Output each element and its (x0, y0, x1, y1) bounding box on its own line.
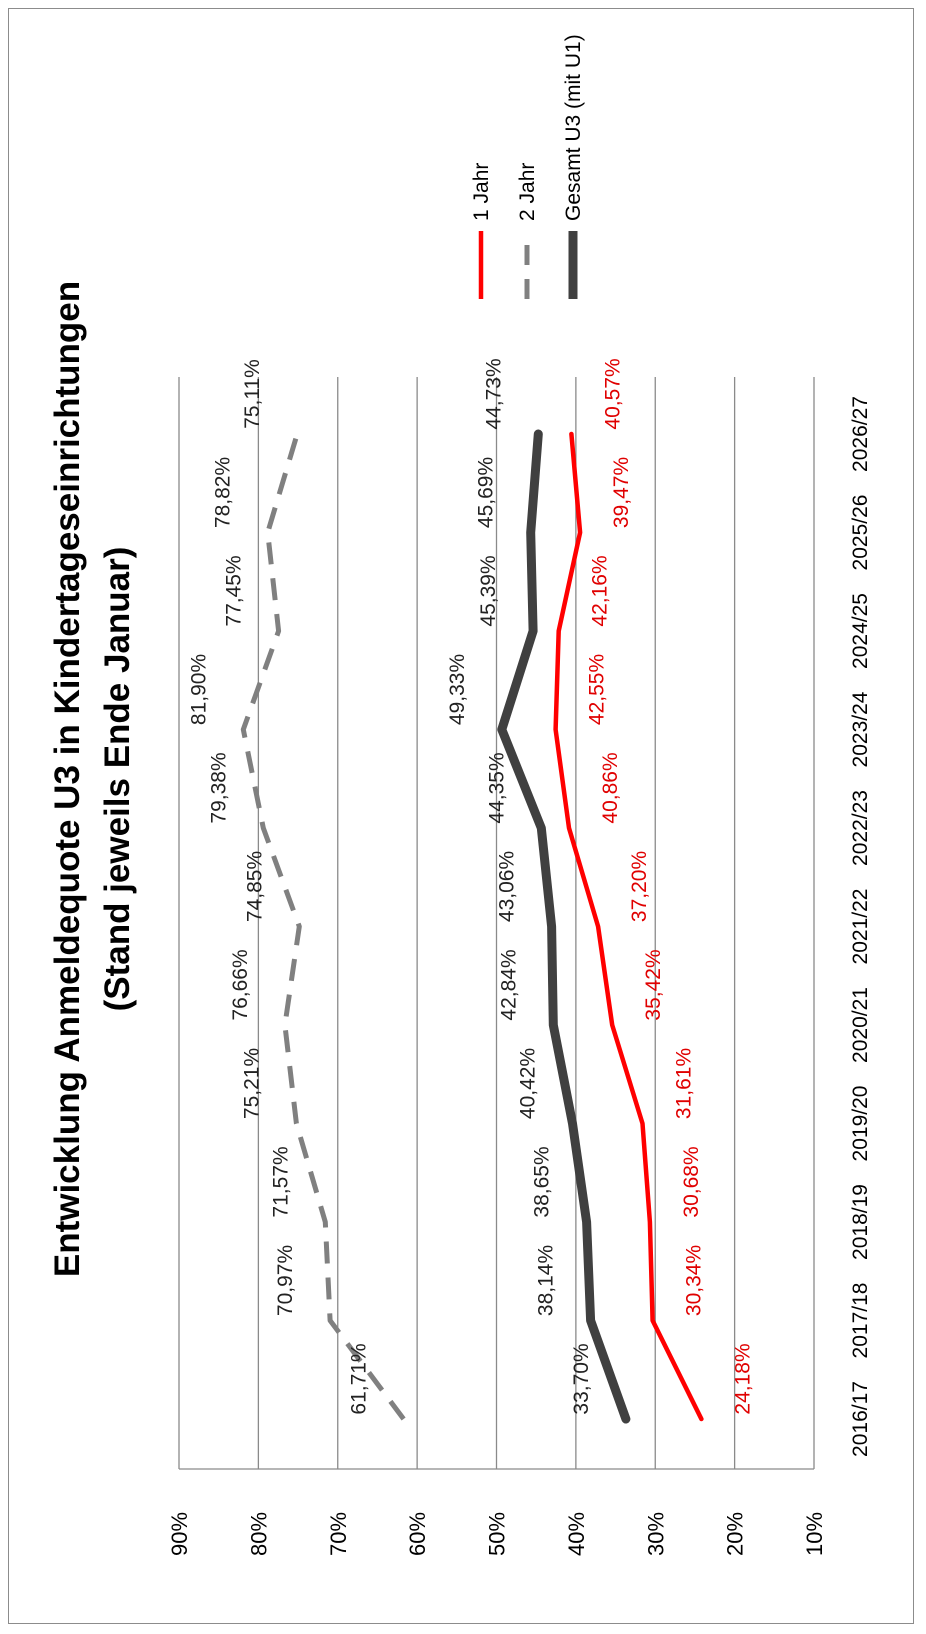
y-axis-ticks: 10% 20% 30% 40% 50% 60% 70% 80% 90% (167, 1512, 827, 1556)
data-label: 38,65% (531, 1146, 554, 1217)
data-label: 76,66% (229, 949, 252, 1020)
data-label: 42,84% (497, 949, 520, 1020)
data-label: 81,90% (187, 654, 210, 725)
data-label: 78,82% (212, 457, 235, 528)
chart-title: Entwicklung Anmeldequote U3 in Kindertag… (48, 281, 87, 1277)
data-label: 39,47% (610, 457, 633, 528)
data-label: 75,11% (241, 359, 264, 429)
data-label: 74,85% (243, 851, 266, 922)
data-label: 35,42% (642, 949, 665, 1020)
data-label: 44,73% (482, 358, 505, 429)
plot-area: 10% 20% 30% 40% 50% 60% 70% 80% 90% 2016/17 2017/… (167, 358, 872, 1556)
data-label: 30,68% (680, 1146, 703, 1217)
chart-frame: 10% 20% 30% 40% 50% 60% 70% 80% 90% 2016/17 2017/… (8, 8, 914, 1624)
data-label: 42,16% (589, 555, 612, 626)
data-label: 31,61% (673, 1048, 696, 1119)
x-axis-ticks: 2016/17 2017/18 2018/19 2019/20 2020/21 2021/… (849, 396, 872, 1457)
data-label: 40,86% (599, 752, 622, 823)
category-tick-label: 2018/19 (849, 1184, 872, 1260)
category-tick-label: 2020/21 (849, 987, 872, 1063)
data-label: 30,34% (683, 1245, 706, 1316)
data-label: 61,71% (348, 1343, 371, 1414)
data-label: 45,39% (477, 555, 500, 626)
category-tick-label: 2016/17 (849, 1381, 872, 1457)
category-tick-label: 2026/27 (849, 396, 872, 472)
data-label: 42,55% (586, 654, 609, 725)
category-tick-label: 2022/23 (849, 790, 872, 866)
category-tick-label: 2019/20 (849, 1086, 872, 1162)
category-tick-label: 2023/24 (849, 691, 872, 767)
data-label: 40,42% (517, 1048, 540, 1119)
category-tick-label: 2025/26 (849, 495, 872, 571)
y-tick-label: 50% (485, 1512, 510, 1556)
y-tick-label: 30% (643, 1512, 668, 1556)
category-tick-label: 2024/25 (849, 593, 872, 669)
category-tick-label: 2021/22 (849, 889, 872, 965)
series-line-1-jahr (553, 431, 704, 1422)
data-label: 71,57% (269, 1146, 292, 1217)
data-label: 33,70% (570, 1343, 593, 1414)
data-label: 24,18% (731, 1343, 754, 1414)
data-label: 44,35% (485, 752, 508, 823)
category-tick-label: 2017/18 (849, 1283, 872, 1359)
y-tick-label: 40% (564, 1512, 589, 1556)
data-label: 45,69% (475, 457, 498, 528)
data-label: 77,45% (223, 555, 246, 626)
legend: 1 Jahr 2 Jahr Gesamt U3 (mit U1) (470, 34, 585, 299)
data-label: 37,20% (628, 851, 651, 922)
data-labels: 24,18% 30,34% 30,68% 31,61% 35,42% 37,20% 40,8… (187, 358, 754, 1414)
y-tick-label: 60% (405, 1512, 430, 1556)
chart-subtitle: (Stand jeweils Ende Januar) (98, 547, 137, 1012)
data-label: 70,97% (274, 1245, 297, 1316)
y-tick-label: 20% (723, 1512, 748, 1556)
y-tick-label: 90% (167, 1512, 192, 1556)
data-label: 49,33% (446, 654, 469, 725)
data-label: 75,21% (240, 1048, 263, 1119)
data-label: 79,38% (207, 752, 230, 823)
series-line-gesamt-u3-mit-u1 (497, 429, 631, 1424)
line-chart: 10% 20% 30% 40% 50% 60% 70% 80% 90% 2016/17 2017/… (48, 34, 872, 1556)
data-label: 43,06% (496, 851, 519, 922)
series-lines (240, 429, 704, 1424)
y-tick-label: 10% (802, 1512, 827, 1556)
series-line-2-jahr (240, 433, 406, 1421)
data-label: 38,14% (535, 1245, 558, 1316)
y-tick-label: 70% (326, 1512, 351, 1556)
legend-label: 1 Jahr (470, 163, 493, 221)
legend-label: Gesamt U3 (mit U1) (562, 34, 585, 221)
y-tick-label: 80% (246, 1512, 271, 1556)
data-label: 40,57% (601, 358, 624, 429)
legend-label: 2 Jahr (516, 163, 539, 221)
